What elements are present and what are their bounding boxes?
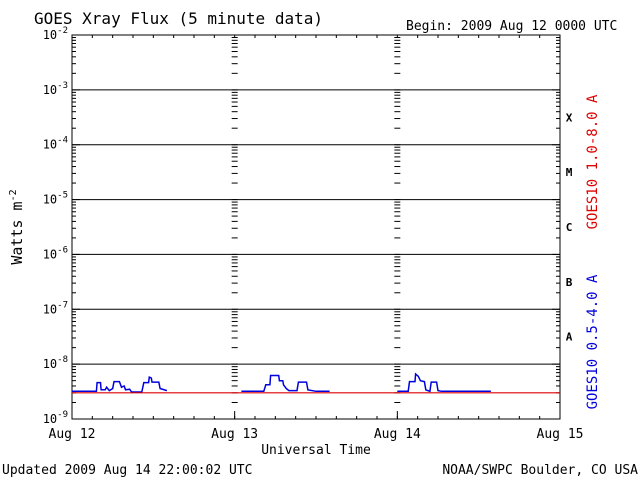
y-tick-label: 10-6 xyxy=(43,245,68,261)
flare-class-b: B xyxy=(566,276,573,289)
y-tick-label-base: 10 xyxy=(43,193,57,207)
y-tick-label-base: 10 xyxy=(43,357,57,371)
y-axis-label: Watts m-2 xyxy=(8,189,26,264)
y-tick-label: 10-9 xyxy=(43,410,68,426)
y-tick-label-exp: -8 xyxy=(57,355,68,365)
y-tick-label-base: 10 xyxy=(43,28,57,42)
flare-class-labels: X M C B A xyxy=(566,111,573,343)
updated-label: Updated 2009 Aug 14 22:00:02 UTC xyxy=(2,463,252,478)
plot-frame xyxy=(71,34,561,420)
x-tick-label: Aug 13 xyxy=(211,427,258,442)
y-tick-label: 10-5 xyxy=(43,191,68,207)
legend-long-channel: GOES10 1.0-8.0 A xyxy=(585,94,601,229)
x-tick-label: Aug 15 xyxy=(537,427,584,442)
y-tick-label-base: 10 xyxy=(43,302,57,316)
plot-grid xyxy=(72,37,560,420)
series-layer xyxy=(72,372,560,394)
flare-class-x: X xyxy=(566,111,573,124)
flare-class-a: A xyxy=(566,331,573,344)
legend-short-channel: GOES10 0.5-4.0 A xyxy=(585,274,601,409)
y-axis: 10-910-810-710-610-510-410-310-2 xyxy=(43,26,560,426)
x-tick-label: Aug 14 xyxy=(374,427,421,442)
y-tick-label: 10-2 xyxy=(43,26,68,42)
series-line-short-channel xyxy=(241,374,330,393)
y-tick-label: 10-8 xyxy=(43,355,68,371)
flare-class-m: M xyxy=(566,166,573,179)
flare-class-c: C xyxy=(566,221,573,234)
y-axis-label-text: Watts m xyxy=(8,201,26,264)
credit-label: NOAA/SWPC Boulder, CO USA xyxy=(442,463,638,478)
y-axis-label-sup: -2 xyxy=(8,189,19,201)
y-tick-label-base: 10 xyxy=(43,412,57,426)
chart-title: GOES Xray Flux (5 minute data) xyxy=(34,9,323,28)
y-tick-label-exp: -7 xyxy=(57,300,68,310)
x-axis-label: Universal Time xyxy=(261,443,371,458)
y-tick-label-exp: -6 xyxy=(57,245,68,255)
y-tick-label: 10-4 xyxy=(43,136,68,152)
y-tick-label-exp: -4 xyxy=(57,136,68,146)
series-line-short-channel xyxy=(397,372,491,393)
begin-label: Begin: 2009 Aug 12 0000 UTC xyxy=(406,19,617,34)
y-tick-label-base: 10 xyxy=(43,83,57,97)
y-tick-label-exp: -2 xyxy=(57,26,68,36)
series-line-short-channel xyxy=(72,376,168,393)
y-tick-label-exp: -9 xyxy=(57,410,68,420)
x-axis: Aug 12 Aug 13 Aug 14 Aug 15 xyxy=(49,35,584,442)
y-tick-label-base: 10 xyxy=(43,247,57,261)
y-tick-label: 10-3 xyxy=(43,81,68,97)
y-tick-label: 10-7 xyxy=(43,300,68,316)
x-tick-label: Aug 12 xyxy=(49,427,96,442)
y-tick-label-base: 10 xyxy=(43,138,57,152)
y-tick-label-exp: -3 xyxy=(57,81,68,91)
y-tick-label-exp: -5 xyxy=(57,191,68,201)
